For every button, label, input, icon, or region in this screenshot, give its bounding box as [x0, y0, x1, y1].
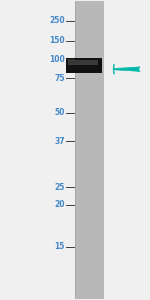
Bar [75, 2, 104, 298]
Bar [66, 58, 102, 73]
Text: 150: 150 [49, 36, 65, 45]
Bar [68, 60, 98, 65]
Text: 37: 37 [54, 136, 65, 146]
Text: 50: 50 [54, 108, 65, 117]
Text: 15: 15 [54, 242, 65, 251]
Bar [75, 2, 76, 298]
Text: 75: 75 [54, 74, 65, 82]
Text: 250: 250 [49, 16, 65, 25]
Text: 100: 100 [49, 55, 65, 64]
Text: 20: 20 [54, 200, 65, 209]
Text: 25: 25 [54, 183, 65, 192]
